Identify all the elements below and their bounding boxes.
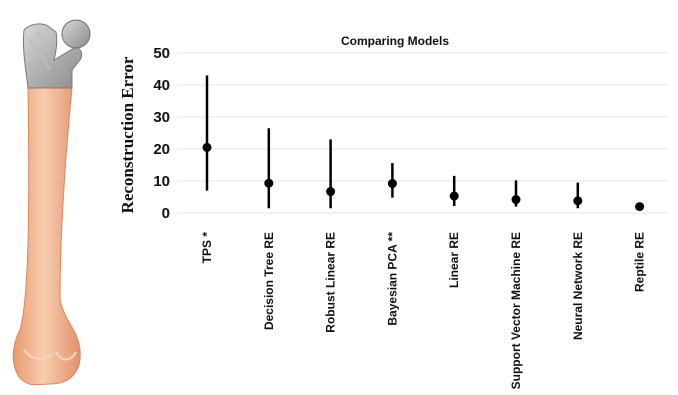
y-tick-label: 50 — [153, 45, 170, 62]
y-axis-label: Reconstruction Error — [118, 56, 137, 213]
y-tick-label: 20 — [153, 141, 170, 158]
data-point — [511, 195, 521, 205]
data-point — [264, 178, 274, 188]
data-points — [202, 142, 645, 212]
grid — [178, 52, 668, 214]
y-tick-label: 30 — [153, 109, 170, 126]
y-axis-ticks: 0 10 20 30 40 50 — [153, 45, 170, 222]
x-tick-label: Decision Tree RE — [262, 232, 276, 330]
data-point — [635, 202, 645, 212]
chart-title: Comparing Models — [341, 34, 449, 48]
x-tick-label: Support Vector Machine RE — [509, 232, 523, 389]
x-axis-ticks: TPS * Decision Tree RE Robust Linear RE Bay… — [200, 232, 647, 390]
x-tick-label: Robust Linear RE — [324, 232, 338, 333]
data-point — [202, 142, 212, 152]
y-tick-label: 10 — [153, 173, 170, 190]
y-tick-label: 40 — [153, 77, 170, 94]
femur-bone-illustration — [12, 19, 91, 386]
error-bars — [205, 75, 641, 211]
x-tick-label: TPS * — [200, 232, 214, 264]
data-point — [326, 187, 336, 197]
x-tick-label: Reptile RE — [633, 232, 647, 292]
data-point — [387, 179, 397, 189]
x-tick-label: Bayesian PCA ** — [385, 232, 399, 326]
y-tick-label: 0 — [162, 205, 170, 222]
data-point — [573, 196, 583, 206]
data-point — [449, 191, 459, 201]
x-tick-label: Neural Network RE — [571, 232, 585, 340]
x-tick-label: Linear RE — [447, 232, 461, 288]
